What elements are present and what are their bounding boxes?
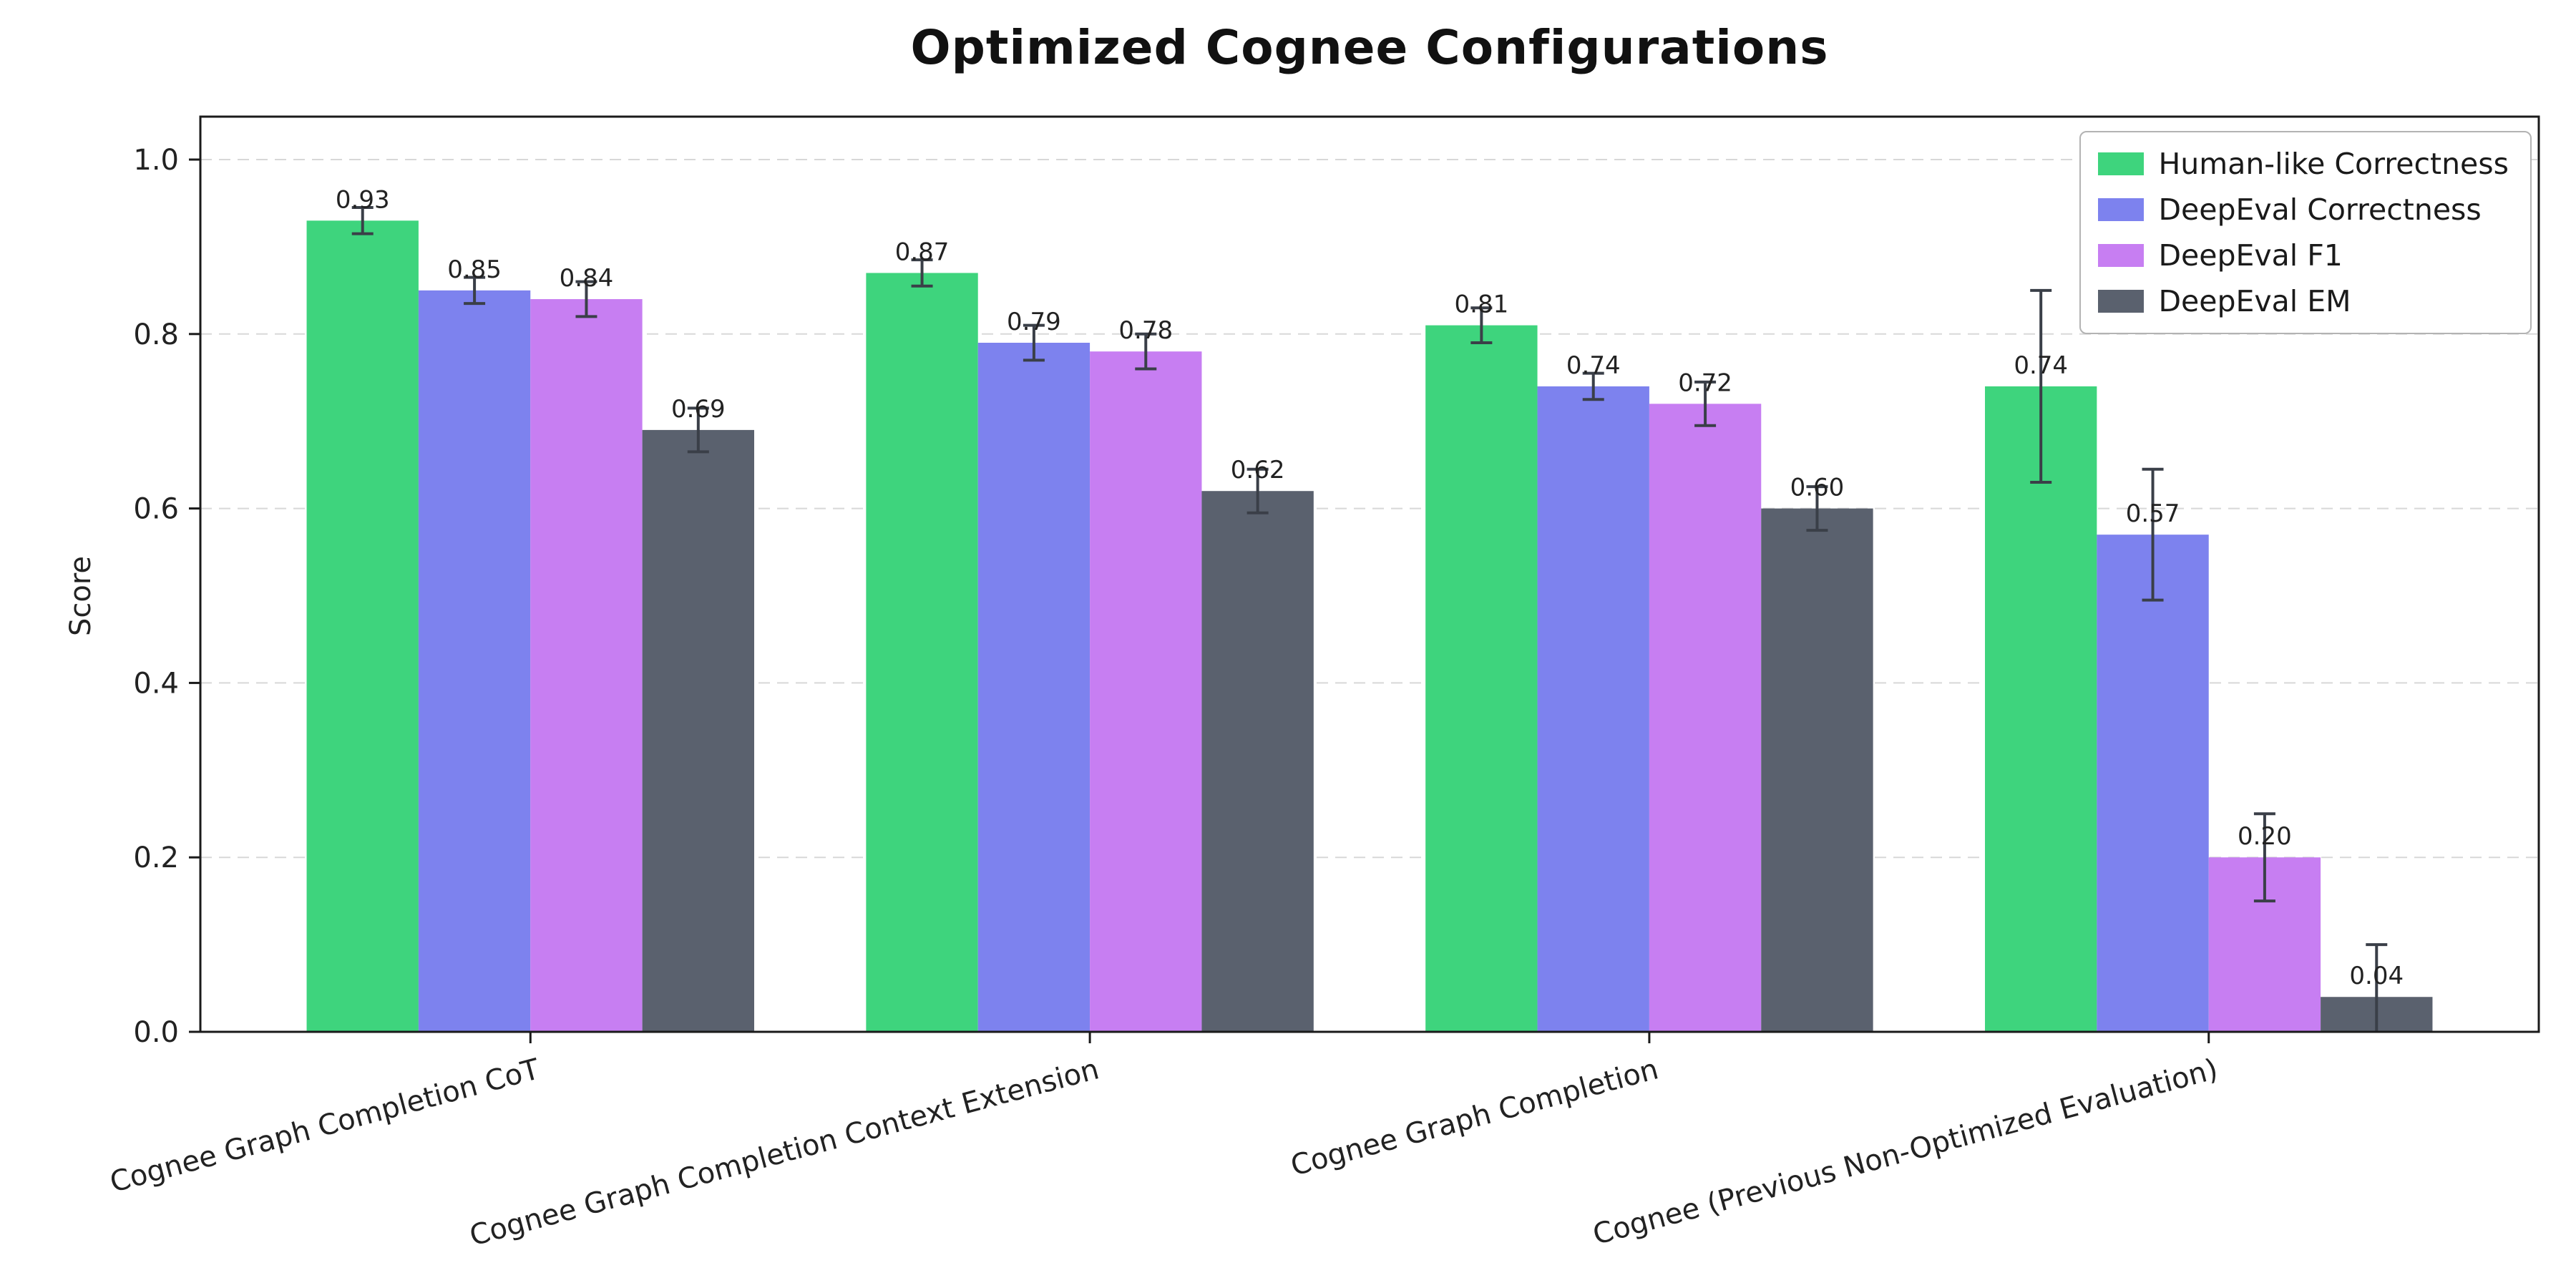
bar	[1537, 386, 1649, 1032]
bar-value-label: 0.84	[560, 264, 614, 293]
bar	[866, 273, 978, 1033]
legend-item: DeepEval F1	[2098, 238, 2509, 273]
bar	[1985, 386, 2097, 1032]
x-tick-label: Cognee Graph Completion Context Extensio…	[467, 1053, 1103, 1252]
y-tick-label: 0.8	[133, 318, 179, 351]
y-tick-label: 0.4	[133, 667, 179, 700]
bar-value-label: 0.93	[336, 185, 390, 214]
legend-item: DeepEval Correctness	[2098, 192, 2509, 227]
legend-label: DeepEval F1	[2158, 238, 2343, 273]
bar	[2097, 535, 2209, 1032]
bar-value-label: 0.85	[447, 255, 502, 284]
bar-value-label: 0.04	[2349, 962, 2404, 990]
legend-swatch	[2098, 152, 2145, 175]
legend-label: DeepEval Correctness	[2158, 192, 2482, 227]
bar-value-label: 0.74	[1566, 351, 1621, 380]
y-tick-label: 0.0	[133, 1016, 179, 1049]
y-tick-label: 1.0	[133, 144, 179, 177]
bar	[1201, 491, 1314, 1032]
legend-item: DeepEval EM	[2098, 284, 2509, 318]
bar-value-label: 0.74	[2014, 351, 2068, 380]
legend-item: Human-like Correctness	[2098, 147, 2509, 181]
y-tick-label: 0.2	[133, 841, 179, 874]
axes-box	[199, 115, 2540, 1033]
bar-value-label: 0.69	[671, 395, 726, 424]
legend-label: Human-like Correctness	[2158, 147, 2509, 181]
bar-value-label: 0.87	[895, 238, 950, 266]
bar	[977, 342, 1091, 1032]
bar-value-label: 0.57	[2126, 499, 2180, 528]
bar	[418, 290, 531, 1033]
x-tick-label: Cognee Graph Completion CoT	[107, 1053, 543, 1199]
bar-value-label: 0.20	[2238, 822, 2292, 851]
chart-title: Optimized Cognee Configurations	[910, 20, 1829, 75]
legend-swatch	[2098, 244, 2145, 267]
bar	[1090, 351, 1202, 1032]
x-tick-label: Cognee (Previous Non-Optimized Evaluatio…	[1589, 1053, 2221, 1252]
y-tick-label: 0.6	[133, 493, 179, 526]
bar-value-label: 0.60	[1790, 474, 1845, 502]
bar	[1649, 404, 1762, 1032]
legend: Human-like Correctness DeepEval Correctne…	[2079, 131, 2532, 334]
legend-swatch	[2098, 290, 2145, 313]
bar-value-label: 0.72	[1678, 369, 1732, 397]
bar	[1425, 325, 1538, 1032]
bar	[306, 220, 419, 1033]
bar	[642, 429, 754, 1032]
bar-value-label: 0.79	[1007, 308, 1061, 336]
bar	[1761, 508, 1873, 1032]
x-tick-label: Cognee Graph Completion	[1287, 1053, 1662, 1183]
bar-value-label: 0.78	[1118, 316, 1173, 345]
bar-value-label: 0.62	[1231, 456, 1285, 484]
bar	[530, 299, 643, 1032]
legend-label: DeepEval EM	[2158, 284, 2351, 318]
bar-value-label: 0.81	[1455, 291, 1509, 319]
legend-swatch	[2098, 198, 2145, 221]
